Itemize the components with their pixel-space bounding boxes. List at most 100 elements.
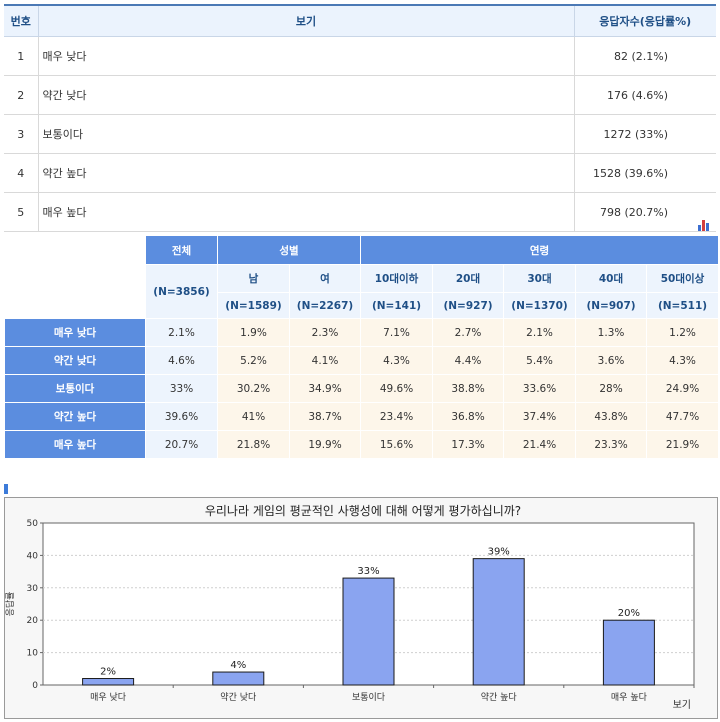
y-tick-label: 10 — [27, 649, 39, 659]
crosstab-cell: 4.1% — [288, 346, 362, 375]
crosstab-cell: 38.8% — [432, 374, 505, 403]
crosstab-cell: 37.4% — [503, 402, 577, 431]
y-tick-label: 50 — [27, 519, 39, 529]
crosstab-table: 전체 성별 연령 (N=3856) 남 여 10대이하 20대 30대 40대 50대이상 … — [4, 235, 720, 459]
row-option: 매우 높다 — [37, 192, 574, 232]
sub-header: 50대이상 — [646, 264, 720, 293]
crosstab-cell: 3.6% — [575, 346, 648, 375]
crosstab-cell: 21.8% — [217, 430, 290, 459]
crosstab-total-cell: 39.6% — [145, 402, 218, 431]
sub-header: 10대이하 — [360, 264, 434, 293]
row-responses: 798 (20.7%) — [573, 192, 716, 232]
chart-title: 우리나라 게임의 평균적인 사행성에 대해 어떻게 평가하십니까? — [205, 503, 521, 518]
row-responses: 1528 (39.6%) — [573, 153, 716, 193]
crosstab-row: 매우 높다 20.7% 21.8% 19.9% 15.6% 17.3% 21.4% 23.3%… — [4, 430, 720, 459]
x-tick-label: 약간 낮다 — [220, 691, 257, 703]
bar — [602, 619, 655, 686]
crosstab-cell: 19.9% — [288, 430, 362, 459]
crosstab-corner — [4, 235, 146, 319]
table-header-row: 번호 보기 응답자수(응답률%) — [4, 4, 716, 37]
y-tick-label: 40 — [27, 551, 39, 561]
bar-chart-icon[interactable] — [697, 219, 711, 231]
bar-data-label: 33% — [357, 566, 379, 577]
crosstab-cell: 23.3% — [575, 430, 648, 459]
header-option: 보기 — [37, 4, 574, 37]
bar-data-label: 39% — [488, 547, 510, 558]
crosstab-cell: 34.9% — [288, 374, 362, 403]
crosstab-sub-header-row: (N=3856) 남 여 10대이하 20대 30대 40대 50대이상 — [5, 264, 720, 319]
crosstab-cell: 41% — [217, 402, 290, 431]
crosstab-cell: 2.3% — [288, 318, 362, 347]
crosstab-row-label: 매우 낮다 — [4, 318, 146, 347]
crosstab-cell: 21.9% — [646, 430, 720, 459]
crosstab-total-cell: 33% — [145, 374, 218, 403]
bar — [472, 558, 525, 686]
header-responses: 응답자수(응답률%) — [573, 4, 716, 37]
y-tick-label: 0 — [32, 681, 38, 691]
bar-chart: 우리나라 게임의 평균적인 사행성에 대해 어떻게 평가하십니까? 2% 4% 33… — [4, 497, 718, 719]
table-row: 5 매우 높다 798 (20.7%) — [4, 192, 716, 232]
sub-header: 20대 — [432, 264, 505, 293]
crosstab-cell: 47.7% — [646, 402, 720, 431]
bar-data-label: 2% — [100, 667, 116, 678]
crosstab-cell: 1.9% — [217, 318, 290, 347]
row-responses: 176 (4.6%) — [573, 75, 716, 115]
crosstab-row: 약간 낮다 4.6% 5.2% 4.1% 4.3% 4.4% 5.4% 3.6% 4.3% — [4, 346, 720, 375]
sub-header-n: (N=1370) — [503, 292, 577, 319]
crosstab-cell: 7.1% — [360, 318, 434, 347]
bar — [212, 671, 265, 686]
crosstab-cell: 5.4% — [503, 346, 577, 375]
table-row: 3 보통이다 1272 (33%) — [4, 114, 716, 154]
crosstab-cell: 1.2% — [646, 318, 720, 347]
row-number: 3 — [4, 114, 38, 154]
crosstab-group-header-row: 전체 성별 연령 — [4, 235, 720, 319]
x-tick-label: 약간 높다 — [481, 691, 518, 703]
crosstab-cell: 36.8% — [432, 402, 505, 431]
header-gender: 성별 — [216, 235, 362, 265]
crosstab-cell: 28% — [575, 374, 648, 403]
x-tick-label: 매우 높다 — [611, 692, 648, 703]
crosstab-cell: 5.2% — [217, 346, 290, 375]
crosstab-row-label: 약간 낮다 — [4, 346, 146, 375]
row-option: 매우 낮다 — [37, 36, 574, 76]
crosstab-row: 약간 높다 39.6% 41% 38.7% 23.4% 36.8% 37.4% 43.8% 47… — [4, 402, 720, 431]
sub-header-n: (N=511) — [646, 292, 720, 319]
sub-header-n: (N=907) — [575, 292, 648, 319]
crosstab-cell: 38.7% — [288, 402, 362, 431]
crosstab-row-label: 약간 높다 — [4, 402, 146, 431]
crosstab-cell: 49.6% — [360, 374, 434, 403]
row-number: 5 — [4, 192, 38, 232]
table-row: 2 약간 낮다 176 (4.6%) — [4, 75, 716, 115]
y-tick-label: 30 — [27, 584, 39, 594]
row-responses: 82 (2.1%) — [573, 36, 716, 76]
crosstab-cell: 43.8% — [575, 402, 648, 431]
bar — [342, 577, 395, 686]
crosstab-cell: 30.2% — [217, 374, 290, 403]
sub-header: 40대 — [575, 264, 648, 293]
header-number: 번호 — [4, 4, 38, 37]
crosstab-row: 보통이다 33% 30.2% 34.9% 49.6% 38.8% 33.6% 28% 24.9% — [4, 374, 720, 403]
row-number: 1 — [4, 36, 38, 76]
table-row: 4 약간 높다 1528 (39.6%) — [4, 153, 716, 193]
crosstab-cell: 4.3% — [360, 346, 434, 375]
bar-data-label: 20% — [618, 608, 640, 619]
crosstab-total-cell: 2.1% — [145, 318, 218, 347]
crosstab-total-cell: 4.6% — [145, 346, 218, 375]
x-tick-label: 매우 낮다 — [90, 692, 127, 703]
x-axis-label: 보기 — [673, 699, 691, 711]
row-option: 약간 높다 — [37, 153, 574, 193]
crosstab-cell: 24.9% — [646, 374, 720, 403]
x-tick-label: 보통이다 — [352, 692, 386, 703]
chart-canvas: 우리나라 게임의 평균적인 사행성에 대해 어떻게 평가하십니까? 2% 4% 33… — [5, 503, 695, 711]
crosstab-cell: 2.7% — [432, 318, 505, 347]
y-axis-label: 응답률 — [5, 592, 16, 617]
crosstab-cell: 21.4% — [503, 430, 577, 459]
crosstab-total-cell: 20.7% — [145, 430, 218, 459]
crosstab-cell: 4.3% — [646, 346, 720, 375]
sub-header-n: (N=927) — [432, 292, 505, 319]
sub-header-n: (N=141) — [360, 292, 434, 319]
crosstab-row-label: 보통이다 — [4, 374, 146, 403]
total-n: (N=3856) — [145, 264, 218, 319]
row-option: 약간 낮다 — [37, 75, 574, 115]
row-responses: 1272 (33%) — [573, 114, 716, 154]
